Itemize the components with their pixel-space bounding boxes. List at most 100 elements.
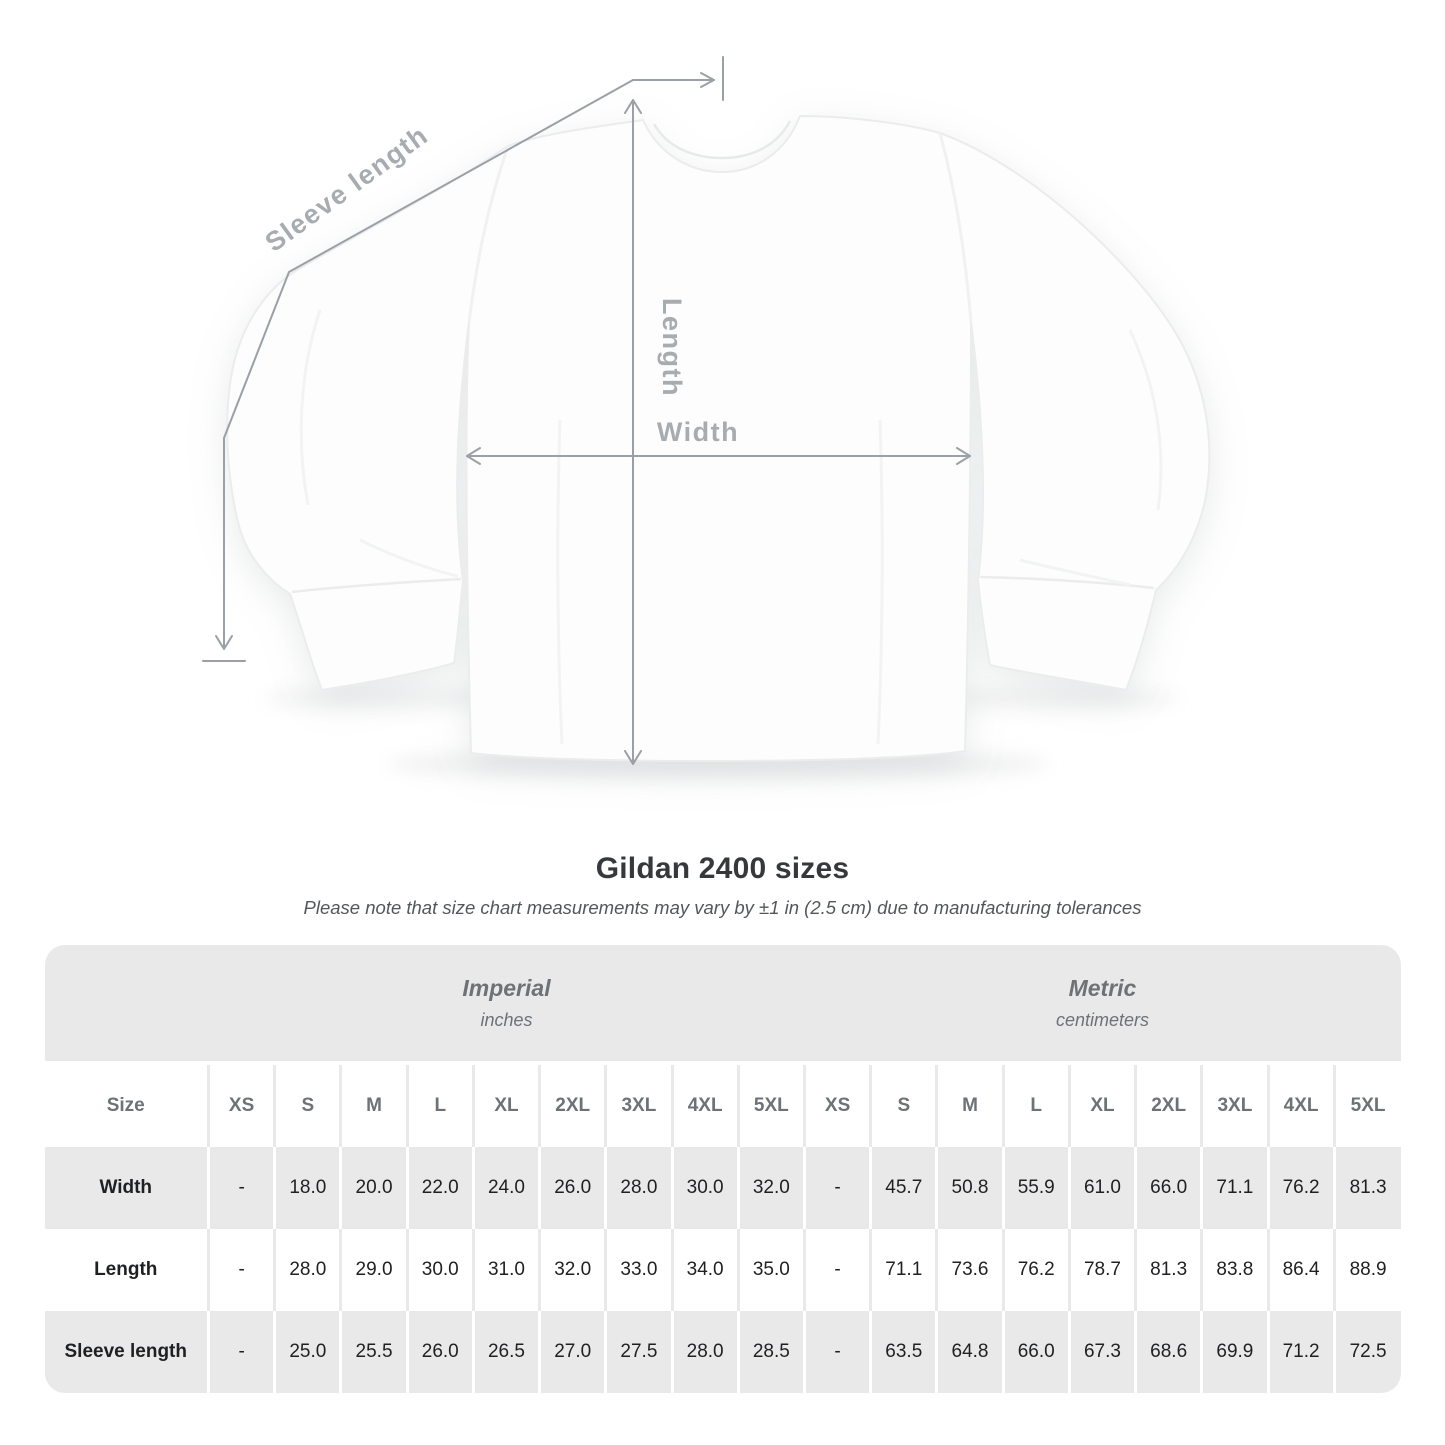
measurement-value-imperial: 28.0 [670,1311,739,1393]
size-column-header: XL [471,1063,540,1147]
measurement-value-imperial: 22.0 [405,1147,474,1229]
measurement-value-metric: - [802,1147,871,1229]
measurement-row-sleeve-length: Sleeve length -25.0 25.5 26.0 26.5 27.0 27.5 28… [44,1311,1401,1393]
measurement-value-metric: 76.2 [1266,1147,1335,1229]
measurement-value-metric: 83.8 [1200,1229,1268,1311]
measurement-value-metric: 55.9 [1001,1147,1070,1229]
size-column-header: XS [206,1063,275,1147]
shirt-body-outline [226,114,1211,763]
measurement-value-metric: 71.2 [1266,1311,1335,1393]
measurement-value-imperial: 27.5 [604,1311,673,1393]
measurement-value-metric: 73.6 [935,1229,1004,1311]
unit-group-sublabel: inches [480,1010,533,1030]
size-column-header: L [1001,1063,1070,1147]
fabric-creases [299,309,1163,745]
table-corner-cell [44,945,209,1065]
shirt-diagram-svg: Sleeve length Length Width [202,56,1211,779]
measurement-value-metric: 88.9 [1332,1229,1401,1311]
measurement-value-metric: - [802,1311,871,1393]
measurement-value-imperial: - [206,1147,275,1229]
measurement-value-metric: 71.1 [869,1229,937,1311]
shirt-measurement-diagram: Sleeve length Length Width [202,56,1211,779]
sleeve-length-line [202,56,724,662]
measurement-value-imperial: - [206,1229,275,1311]
unit-group-row: Imperial inches Metric centimeters [44,945,1401,1065]
measurement-row-length: Length -28.0 29.0 30.0 31.0 32.0 33.0 34.0 35.0-… [44,1229,1401,1311]
size-column-header: 3XL [604,1063,673,1147]
measurement-value-imperial: 29.0 [339,1229,408,1311]
measurement-value-imperial: 30.0 [405,1229,474,1311]
length-label: Length [657,298,687,397]
page-title: Gildan 2400 sizes [595,852,850,885]
measurement-value-metric: 68.6 [1134,1311,1202,1393]
measurement-value-metric: 76.2 [1001,1229,1070,1311]
measurement-value-metric: 69.9 [1200,1311,1268,1393]
measurement-value-imperial: 26.5 [471,1311,540,1393]
measurement-value-metric: 50.8 [935,1147,1004,1229]
measurement-value-imperial: 26.0 [538,1147,606,1229]
size-header-label: Size [44,1063,209,1147]
measurement-value-metric: 67.3 [1067,1311,1136,1393]
size-column-header: XS [802,1063,871,1147]
size-column-header: L [405,1063,474,1147]
measurement-value-imperial: 32.0 [736,1147,805,1229]
measurement-value-imperial: 26.0 [405,1311,474,1393]
size-column-header: 5XL [1332,1063,1401,1147]
width-line [466,447,971,465]
unit-group-cell-metric: Metric centimeters [804,945,1401,1065]
measurement-value-metric: - [802,1229,871,1311]
measurement-value-imperial: 33.0 [604,1229,673,1311]
measurement-value-metric: 71.1 [1200,1147,1268,1229]
measurement-value-imperial: - [206,1311,275,1393]
right-armhole-seam [938,132,973,323]
measurement-value-metric: 66.0 [1134,1147,1202,1229]
measurement-value-imperial: 35.0 [736,1229,805,1311]
measurement-value-imperial: 25.0 [273,1311,341,1393]
left-cuff-seam [291,577,462,594]
measurement-value-imperial: 30.0 [670,1147,739,1229]
unit-group-sublabel: centimeters [1055,1010,1149,1030]
width-label: Width [657,417,739,447]
shirt-illustration [226,114,1211,763]
size-column-header: M [339,1063,408,1147]
measurement-row-label: Length [44,1229,209,1311]
right-cuff-seam [979,575,1155,590]
measurement-value-metric: 63.5 [869,1311,937,1393]
measurement-value-imperial: 28.0 [604,1147,673,1229]
title-block: Gildan 2400 sizes Please note that size … [0,852,1445,919]
page-subtitle: Please note that size chart measurements… [303,897,1142,918]
measurement-value-imperial: 20.0 [339,1147,408,1229]
measurement-value-imperial: 31.0 [471,1229,540,1311]
size-column-header: S [869,1063,937,1147]
size-column-header: S [273,1063,341,1147]
size-column-header: 3XL [1200,1063,1268,1147]
measurement-value-metric: 86.4 [1266,1229,1335,1311]
measurement-value-imperial: 24.0 [471,1147,540,1229]
measurement-value-imperial: 32.0 [538,1229,606,1311]
measurement-value-imperial: 25.5 [339,1311,408,1393]
measurement-row-label: Sleeve length [44,1311,209,1393]
measurement-value-metric: 72.5 [1332,1311,1401,1393]
size-column-header: M [935,1063,1004,1147]
collar-band [652,120,792,160]
measurement-value-metric: 45.7 [869,1147,937,1229]
size-chart-table: Imperial inches Metric centimeters Size XS S M L… [44,945,1401,1393]
size-column-header: 4XL [1266,1063,1335,1147]
measurement-value-imperial: 28.5 [736,1311,805,1393]
size-column-header: XL [1067,1063,1136,1147]
left-armhole-seam [467,145,510,323]
measurement-value-imperial: 18.0 [273,1147,341,1229]
size-column-header: 2XL [1134,1063,1202,1147]
measurement-value-metric: 61.0 [1067,1147,1136,1229]
measurement-value-imperial: 34.0 [670,1229,739,1311]
measurement-value-imperial: 28.0 [273,1229,341,1311]
unit-group-cell-imperial: Imperial inches [208,945,805,1065]
measurement-value-imperial: 27.0 [538,1311,606,1393]
size-header-row: Size XS S M L XL 2XL 3XL 4XL 5XL XS S M L XL 2XL 3XL 4XL 5… [44,1063,1401,1147]
measurement-value-metric: 64.8 [935,1311,1004,1393]
size-column-header: 5XL [736,1063,805,1147]
unit-group-label: Imperial [462,975,551,1001]
measurement-value-metric: 78.7 [1067,1229,1136,1311]
measurement-value-metric: 66.0 [1001,1311,1070,1393]
measurement-value-metric: 81.3 [1134,1229,1202,1311]
